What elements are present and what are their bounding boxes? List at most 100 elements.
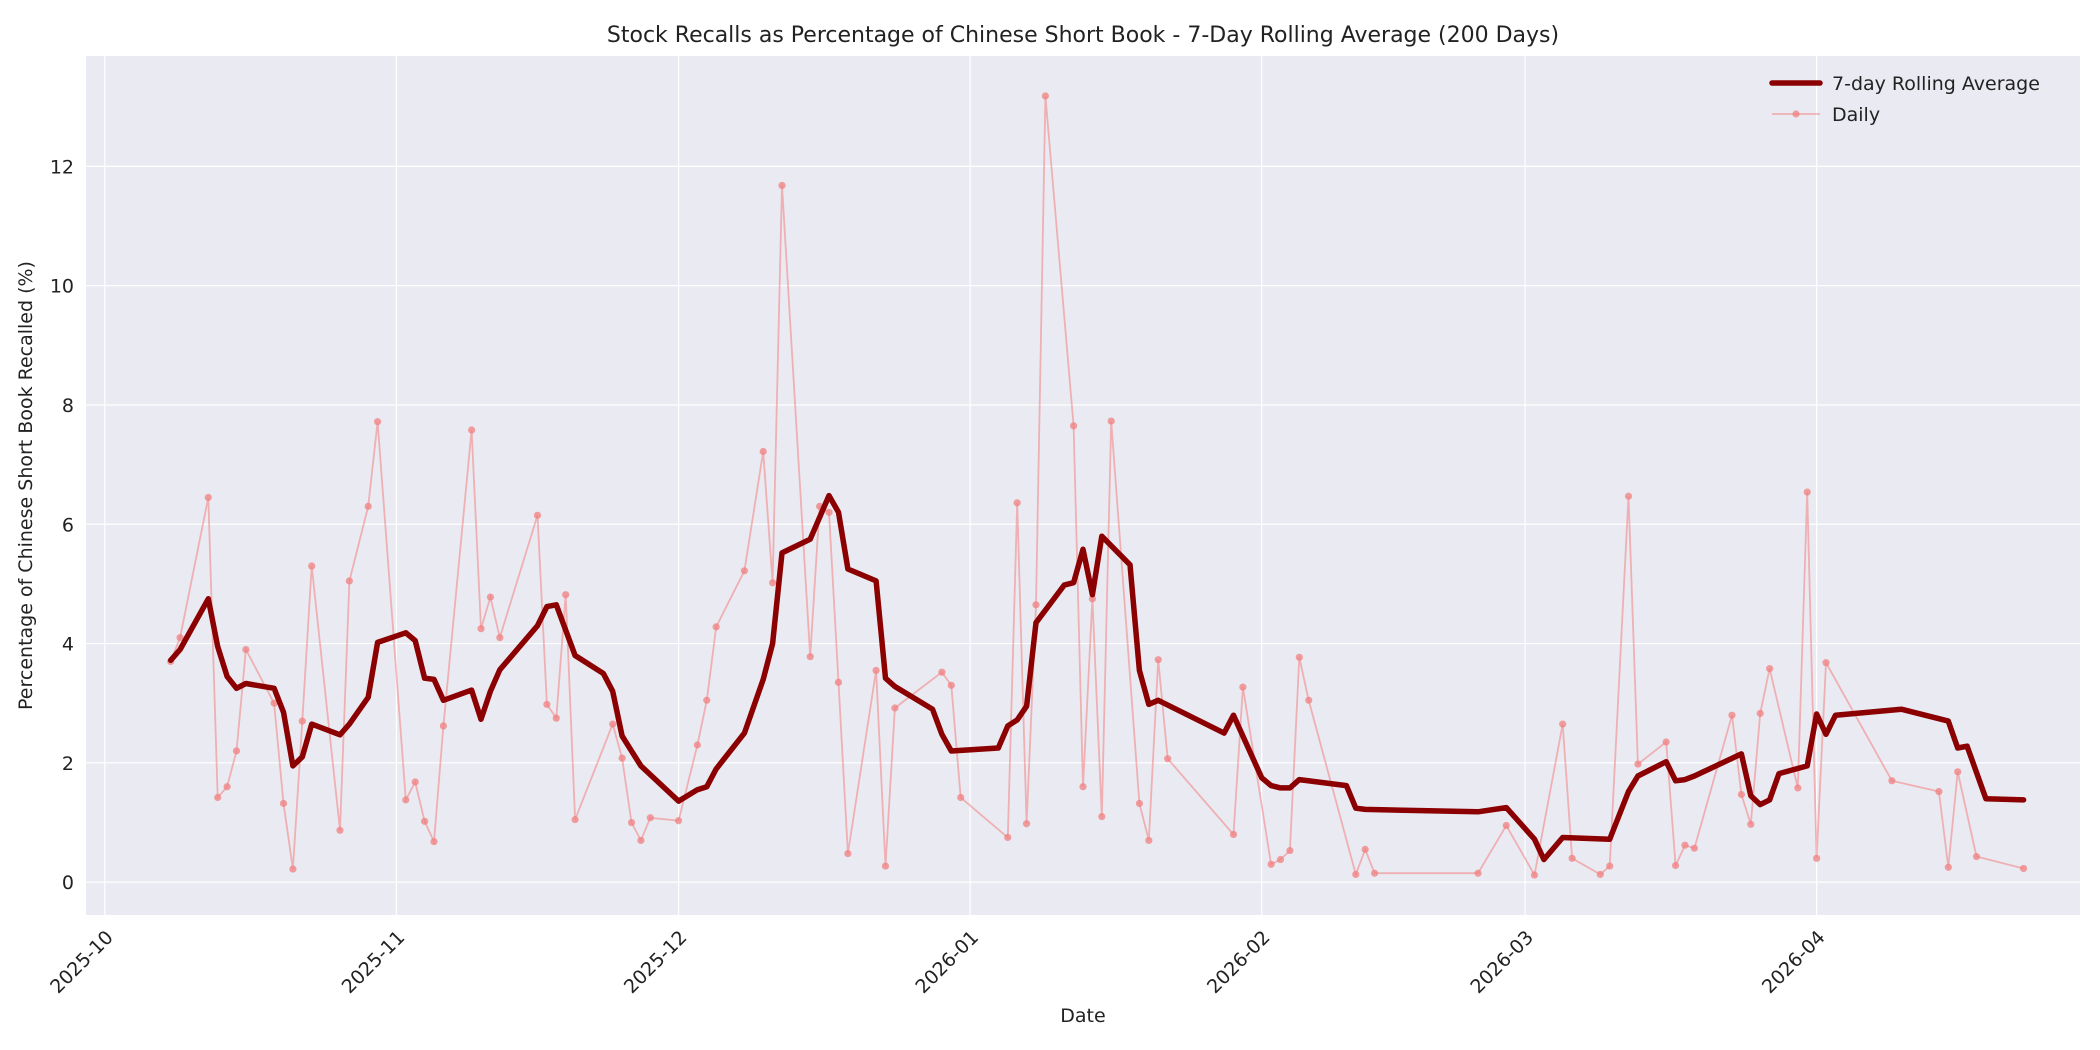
- daily-point: [693, 741, 701, 749]
- daily-point: [223, 783, 231, 791]
- daily-point: [364, 502, 372, 510]
- daily-line: [169, 95, 2024, 878]
- daily-point: [279, 799, 288, 808]
- daily-point: [1004, 833, 1012, 842]
- daily-point: [1267, 860, 1275, 868]
- daily-point: [778, 181, 786, 190]
- daily-point: [1107, 417, 1115, 425]
- daily-point: [1606, 862, 1614, 870]
- daily-point: [1766, 665, 1774, 673]
- daily-point: [740, 567, 748, 575]
- daily-point: [703, 696, 711, 704]
- daily-point: [204, 493, 212, 502]
- y-tick-label: 12: [50, 156, 74, 178]
- daily-point: [1690, 844, 1698, 852]
- daily-point: [562, 591, 570, 599]
- daily-point: [1352, 870, 1360, 879]
- daily-point: [844, 849, 852, 858]
- y-tick-label: 6: [62, 514, 74, 536]
- daily-point: [402, 796, 410, 804]
- daily-point: [1935, 787, 1943, 796]
- daily-point: [1813, 854, 1821, 862]
- daily-point: [1888, 777, 1896, 785]
- daily-point: [411, 778, 419, 786]
- rolling-series-group: [167, 492, 2027, 863]
- daily-point: [1568, 854, 1576, 862]
- daily-point: [881, 862, 890, 870]
- daily-point: [1728, 711, 1736, 719]
- daily-point: [1803, 488, 1811, 496]
- daily-point: [825, 508, 833, 516]
- daily-point: [1954, 768, 1962, 776]
- daily-series-group: [167, 92, 2028, 879]
- y-axis-label: Percentage of Chinese Short Book Recalle…: [15, 261, 37, 710]
- daily-point: [1154, 656, 1162, 664]
- daily-point: [1069, 422, 1078, 430]
- daily-point: [1756, 709, 1764, 717]
- daily-point: [618, 754, 626, 762]
- daily-point: [1032, 601, 1040, 609]
- daily-point: [486, 593, 495, 601]
- daily-point: [270, 699, 278, 707]
- daily-point: [1164, 755, 1172, 763]
- daily-point: [308, 562, 316, 570]
- daily-point: [806, 653, 814, 661]
- y-tick-label: 0: [62, 872, 74, 894]
- daily-point: [1559, 720, 1567, 728]
- y-tick-label: 4: [62, 634, 74, 656]
- daily-point: [298, 717, 306, 725]
- daily-point: [1135, 799, 1144, 808]
- daily-point: [1145, 836, 1153, 845]
- daily-point: [1022, 820, 1031, 828]
- daily-point: [1972, 852, 1981, 861]
- daily-point: [609, 720, 617, 728]
- daily-point: [1502, 821, 1510, 830]
- daily-point: [430, 838, 438, 846]
- daily-point: [176, 634, 184, 642]
- daily-point: [552, 714, 560, 722]
- daily-point: [1276, 855, 1285, 864]
- legend-daily-marker: [1792, 110, 1800, 118]
- daily-point: [1596, 870, 1604, 879]
- daily-point: [1671, 861, 1680, 870]
- rolling-average-line: [167, 492, 2027, 863]
- daily-point: [1229, 830, 1238, 839]
- daily-point: [345, 577, 353, 585]
- daily-point: [421, 817, 429, 825]
- daily-point: [712, 623, 720, 631]
- daily-point: [938, 668, 946, 676]
- daily-point: [1370, 869, 1379, 877]
- y-tick-label: 8: [62, 395, 74, 417]
- daily-point: [1634, 760, 1642, 768]
- daily-point: [1747, 820, 1755, 828]
- daily-point: [1361, 845, 1369, 853]
- x-axis-label: Date: [1060, 1005, 1105, 1027]
- daily-point: [289, 865, 297, 873]
- daily-point: [242, 645, 250, 654]
- daily-point: [1662, 738, 1670, 746]
- daily-point: [1239, 683, 1247, 691]
- y-axis-ticks: 0 2 4 6 8 10 12: [50, 156, 74, 894]
- daily-point: [1681, 841, 1689, 849]
- daily-point: [1013, 499, 1021, 507]
- daily-point: [232, 747, 241, 755]
- daily-point: [674, 817, 683, 825]
- legend: 7-day Rolling Average Daily: [1769, 73, 2040, 126]
- legend-rolling-label: 7-day Rolling Average: [1832, 73, 2040, 95]
- daily-point: [891, 704, 899, 712]
- daily-point: [769, 579, 777, 587]
- legend-daily-label: Daily: [1832, 104, 1880, 126]
- daily-point: [336, 826, 344, 834]
- daily-point: [533, 511, 542, 519]
- grid-lines: [86, 56, 2080, 915]
- daily-point: [1079, 783, 1087, 791]
- daily-point: [834, 678, 843, 686]
- daily-point: [1041, 92, 1049, 100]
- daily-point: [1295, 653, 1303, 661]
- chart-title: Stock Recalls as Percentage of Chinese S…: [607, 23, 1559, 48]
- daily-point: [496, 634, 504, 642]
- daily-point: [1286, 846, 1294, 855]
- daily-point: [543, 700, 551, 709]
